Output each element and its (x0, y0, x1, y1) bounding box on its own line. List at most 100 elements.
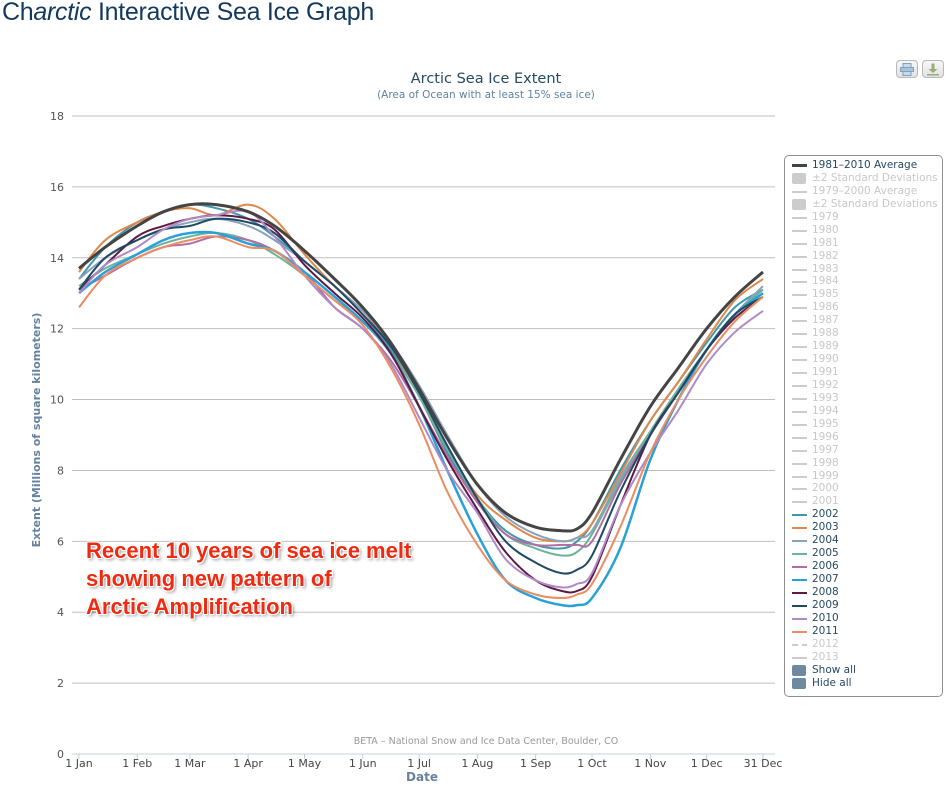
legend-item[interactable]: 2001 (785, 495, 942, 508)
y-axis-label: Extent (Millions of square kilometers) (30, 313, 43, 548)
series-line-2002[interactable] (78, 203, 764, 550)
print-button[interactable] (896, 60, 918, 78)
line-swatch-icon (792, 372, 807, 374)
legend-item[interactable]: 2002 (785, 508, 942, 521)
line-swatch-icon (792, 359, 807, 362)
chart-title: Arctic Sea Ice Extent (411, 71, 562, 87)
legend-item[interactable]: 1997 (785, 444, 942, 457)
line-swatch-icon (792, 320, 807, 323)
series-line-2004[interactable] (78, 217, 764, 543)
legend-item[interactable]: 1988 (785, 327, 942, 340)
line-swatch-icon (792, 294, 807, 297)
x-tick-label: 1 Oct (577, 757, 607, 770)
legend-item[interactable]: 1991 (785, 366, 942, 379)
legend-item[interactable]: 1979–2000 Average (785, 185, 942, 198)
y-tick-label: 6 (57, 535, 64, 548)
legend-item[interactable]: 1979 (785, 211, 942, 224)
legend-item[interactable]: ±2 Standard Deviations (785, 198, 942, 211)
line-swatch-icon (792, 475, 807, 478)
legend-item[interactable]: 2010 (785, 612, 942, 625)
legend-label: 1992 (812, 378, 839, 391)
legend-label: 2007 (812, 573, 839, 585)
legend-item[interactable]: 2005 (785, 547, 942, 560)
y-tick-label: 8 (57, 464, 64, 477)
legend-item[interactable]: 1994 (785, 405, 942, 418)
legend-label: 2002 (812, 508, 839, 521)
legend-label: 2012 (812, 637, 839, 650)
line-swatch-icon (792, 255, 807, 258)
legend-label: 1998 (812, 456, 839, 469)
legend-item[interactable]: 1990 (785, 353, 942, 366)
legend-item[interactable]: 2006 (785, 560, 942, 573)
series-line-2011[interactable] (78, 235, 764, 599)
legend-item[interactable]: 2009 (785, 599, 942, 612)
legend-item[interactable]: 1981 (785, 237, 942, 250)
legend-item[interactable]: 1981–2010 Average (785, 159, 942, 172)
line-swatch-icon (792, 436, 807, 439)
x-axis-label: Date (406, 770, 438, 784)
legend-item[interactable]: 1998 (785, 457, 942, 470)
chart-credit: BETA – National Snow and Ice Data Center… (354, 736, 619, 747)
y-tick-label: 16 (50, 181, 64, 194)
line-swatch-icon (792, 423, 807, 426)
legend-label: 2005 (812, 547, 839, 560)
line-swatch-icon (792, 488, 807, 491)
legend-item[interactable]: 1980 (785, 224, 942, 237)
legend-item[interactable]: 1996 (785, 431, 942, 444)
legend-item[interactable]: 2012 (785, 638, 942, 651)
legend-item[interactable]: 2007 (785, 573, 942, 586)
legend-item[interactable]: 2000 (785, 482, 942, 495)
legend-label: 1987 (812, 314, 839, 327)
x-axis-ticks: 1 Jan 1 Feb 1 Mar 1 Apr 1 May 1 Jun 1 Jul 1 Aug… (65, 754, 782, 770)
series-line-2005[interactable] (78, 231, 764, 557)
legend-item[interactable]: 2013 (785, 651, 942, 664)
legend-item[interactable]: 1986 (785, 301, 942, 314)
legend-label: 1981 (812, 236, 839, 249)
legend-label: 2004 (812, 534, 839, 547)
legend-label: 2010 (812, 611, 839, 624)
legend-item[interactable]: 1982 (785, 250, 942, 263)
line-swatch-icon (792, 553, 807, 556)
download-icon (927, 63, 939, 76)
printer-icon (900, 63, 914, 76)
series-line-2009[interactable] (78, 217, 764, 575)
legend-item[interactable]: 1993 (785, 392, 942, 405)
legend-item[interactable]: 1995 (785, 418, 942, 431)
x-tick-label: 1 Jan (65, 757, 92, 770)
legend-item[interactable]: 1999 (785, 470, 942, 483)
series-line-2008[interactable] (78, 214, 764, 594)
legend-item[interactable]: ±2 Standard Deviations (785, 172, 942, 185)
series-line-2007[interactable] (78, 230, 764, 608)
line-swatch-icon (792, 527, 807, 530)
legend-item[interactable]: 2004 (785, 534, 942, 547)
legend-label: 1999 (812, 469, 839, 482)
line-swatch-icon (792, 346, 807, 349)
page-title: Charctic Interactive Sea Ice Graph (2, 0, 374, 27)
legend-label: 1993 (812, 391, 839, 404)
legend-label: 2008 (812, 585, 839, 598)
show-all-button[interactable]: Show all (785, 664, 942, 677)
legend-label: 1990 (812, 353, 839, 366)
y-axis-ticks: 0 2 4 6 8 10 12 14 16 18 (50, 110, 64, 761)
legend-item[interactable]: 2011 (785, 625, 942, 638)
legend-label: 2013 (812, 650, 839, 663)
legend-item[interactable]: 1984 (785, 275, 942, 288)
download-button[interactable] (922, 60, 944, 78)
annotation-text: Recent 10 years of sea ice melt showing … (86, 537, 411, 621)
x-tick-label: 1 Jun (349, 757, 377, 770)
line-swatch-icon (792, 307, 807, 310)
line-swatch-icon (792, 604, 807, 607)
line-swatch-icon (792, 397, 807, 400)
series-line-1981-2010-average[interactable] (78, 202, 764, 533)
legend-item[interactable]: 1985 (785, 288, 942, 301)
series-line-2003[interactable] (78, 203, 764, 543)
legend-item[interactable]: 1987 (785, 314, 942, 327)
legend-item[interactable]: 2008 (785, 586, 942, 599)
legend-item[interactable]: 1989 (785, 340, 942, 353)
legend-label: 2003 (812, 521, 839, 534)
line-swatch-icon (792, 333, 807, 336)
legend-item[interactable]: 1992 (785, 379, 942, 392)
legend-item[interactable]: 1983 (785, 263, 942, 276)
hide-all-button[interactable]: Hide all (785, 677, 942, 690)
legend-item[interactable]: 2003 (785, 521, 942, 534)
